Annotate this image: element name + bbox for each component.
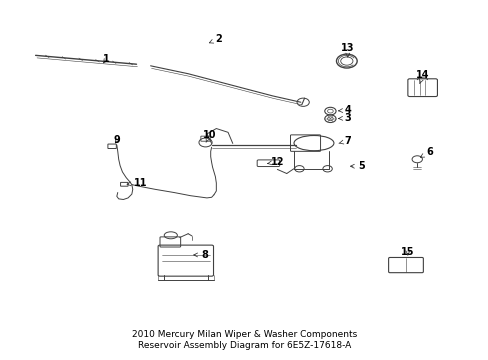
Text: 8: 8 <box>193 250 207 260</box>
Text: 2: 2 <box>209 34 222 44</box>
Text: 9: 9 <box>113 135 120 145</box>
Text: 2010 Mercury Milan Wiper & Washer Components
Reservoir Assembly Diagram for 6E5Z: 2010 Mercury Milan Wiper & Washer Compon… <box>132 330 356 350</box>
Text: 10: 10 <box>202 130 216 142</box>
Text: 6: 6 <box>420 147 432 157</box>
Text: 12: 12 <box>267 157 284 167</box>
Text: 3: 3 <box>338 113 350 123</box>
Text: 13: 13 <box>340 44 354 57</box>
Text: 15: 15 <box>400 247 414 257</box>
Text: 11: 11 <box>127 178 147 188</box>
Text: 14: 14 <box>415 70 429 83</box>
Text: 1: 1 <box>102 54 109 64</box>
Text: 5: 5 <box>350 161 365 171</box>
Text: 7: 7 <box>338 136 350 146</box>
Text: 4: 4 <box>338 105 350 115</box>
